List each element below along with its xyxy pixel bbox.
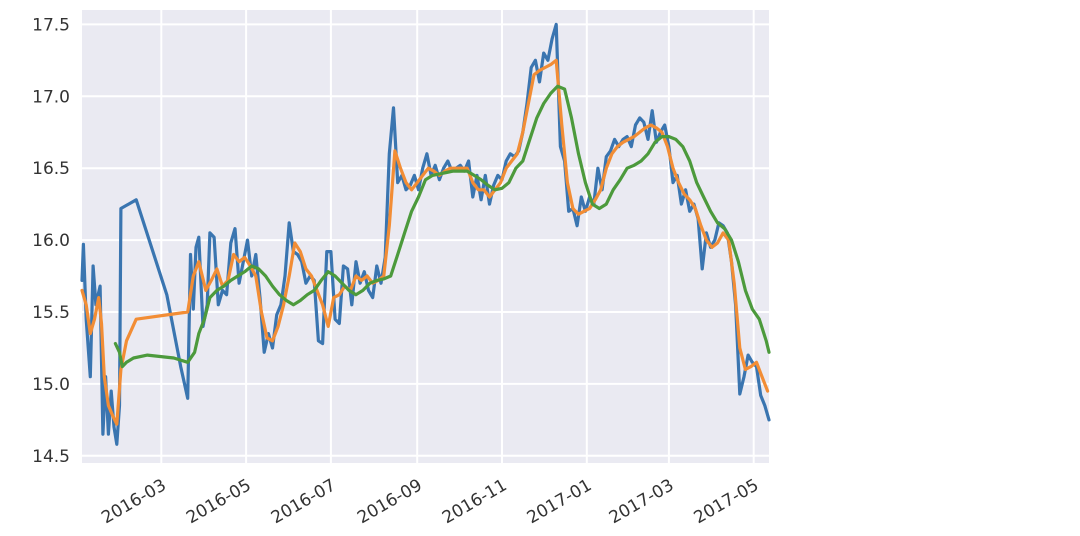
x-tick-label: 2016-11 xyxy=(439,475,511,528)
x-tick-label: 2017-03 xyxy=(606,475,678,528)
x-tick-label: 2016-09 xyxy=(354,475,426,528)
series-line-3 xyxy=(113,84,771,369)
x-tick-label: 2016-05 xyxy=(183,475,255,528)
y-tick-label: 15.5 xyxy=(32,303,70,323)
x-tick-label: 2017-05 xyxy=(691,475,763,528)
y-tick-label: 15.0 xyxy=(32,375,70,395)
y-tick-label: 17.5 xyxy=(32,15,70,35)
series-lines xyxy=(80,22,771,446)
y-tick-label: 17.0 xyxy=(32,87,70,107)
x-tick-label: 2017-01 xyxy=(524,475,596,528)
plot-background xyxy=(82,10,769,463)
x-tick-label: 2016-07 xyxy=(268,475,340,528)
grid-lines xyxy=(82,10,769,463)
y-tick-label: 16.0 xyxy=(32,231,70,251)
y-tick-label: 14.5 xyxy=(32,447,70,467)
y-tick-label: 16.5 xyxy=(32,159,70,179)
x-tick-labels: 2016-03 2016-05 2016-07 2016-09 2016-11 2017-… xyxy=(98,475,762,528)
y-tick-labels: 14.5 15.0 15.5 16.0 16.5 17.0 17.5 xyxy=(32,15,70,466)
x-tick-label: 2016-03 xyxy=(98,475,170,528)
